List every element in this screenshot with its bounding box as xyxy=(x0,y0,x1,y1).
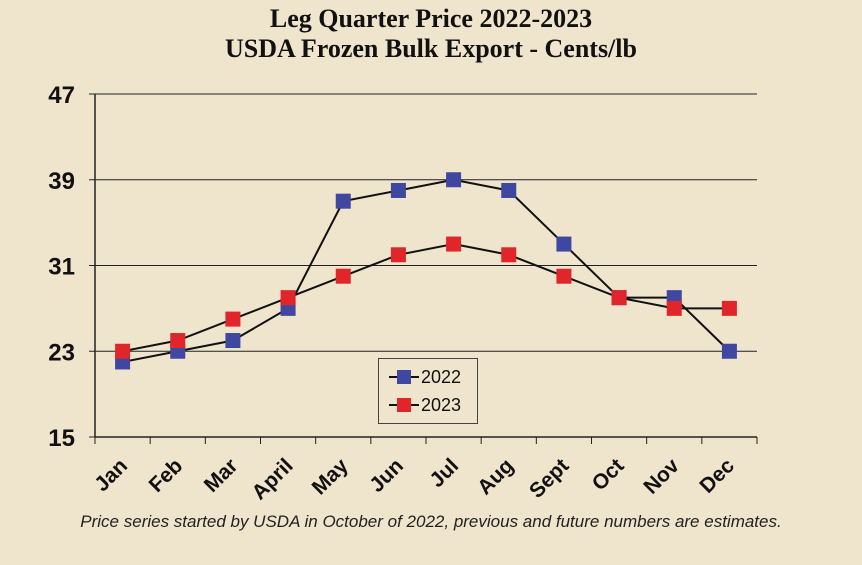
line-chart: 15 23 31 39 47 Jan Feb Mar April May Jun Jul Aug Sept… xyxy=(48,82,758,504)
x-tick-label-jul: Jul xyxy=(425,454,463,492)
x-tick-label-nov: Nov xyxy=(639,454,684,499)
x-tick-label-oct: Oct xyxy=(588,454,629,495)
legend-marker-2022 xyxy=(397,370,411,384)
x-tick-label-jan: Jan xyxy=(90,454,132,496)
point-2023-sept xyxy=(556,268,572,284)
point-2023-oct xyxy=(611,290,627,306)
y-tick-label-15: 15 xyxy=(48,425,75,452)
x-tick-label-aug: Aug xyxy=(473,454,518,499)
y-tick-label-31: 31 xyxy=(48,254,75,281)
point-2023-nov xyxy=(666,300,682,316)
footnote: Price series started by USDA in October … xyxy=(80,512,782,531)
point-2023-mar xyxy=(225,311,241,327)
legend-marker-2023 xyxy=(397,398,411,412)
y-tick-label-23: 23 xyxy=(48,339,75,366)
y-tick-label-39: 39 xyxy=(48,168,75,195)
point-2022-dec xyxy=(721,343,737,359)
point-2022-jul xyxy=(446,172,462,188)
point-2023-aug xyxy=(501,247,517,263)
point-2023-jan xyxy=(115,343,131,359)
point-2022-aug xyxy=(501,182,517,198)
point-2022-mar xyxy=(225,333,241,349)
point-2023-may xyxy=(335,268,351,284)
x-tick-label-mar: Mar xyxy=(200,454,243,497)
legend-item-2022: 2022 xyxy=(389,367,461,387)
point-2022-sept xyxy=(556,236,572,252)
legend-label-2023: 2023 xyxy=(421,394,462,415)
legend: 2022 2023 xyxy=(378,358,478,424)
x-tick-label-may: May xyxy=(308,454,353,499)
point-2023-dec xyxy=(721,300,737,316)
legend-label-2022: 2022 xyxy=(421,366,462,387)
point-2023-april xyxy=(280,290,296,306)
x-tick-label-sept: Sept xyxy=(525,454,573,502)
point-2022-may xyxy=(335,193,351,209)
y-tick-label-47: 47 xyxy=(48,82,75,109)
point-2023-feb xyxy=(170,333,186,349)
x-tick-label-april: April xyxy=(248,454,298,504)
x-tick-label-jun: Jun xyxy=(365,454,408,497)
series-line-2022 xyxy=(122,178,731,363)
point-2022-jun xyxy=(390,182,406,198)
x-tick-label-feb: Feb xyxy=(145,454,188,497)
chart-title: Leg Quarter Price 2022-2023 xyxy=(269,4,593,33)
legend-item-2023: 2023 xyxy=(389,395,461,415)
point-2023-jun xyxy=(390,247,406,263)
series-line-2023 xyxy=(122,243,730,353)
point-2023-jul xyxy=(446,236,462,252)
chart-subtitle: USDA Frozen Bulk Export - Cents/lb xyxy=(225,34,637,63)
x-tick-label-dec: Dec xyxy=(695,454,739,498)
